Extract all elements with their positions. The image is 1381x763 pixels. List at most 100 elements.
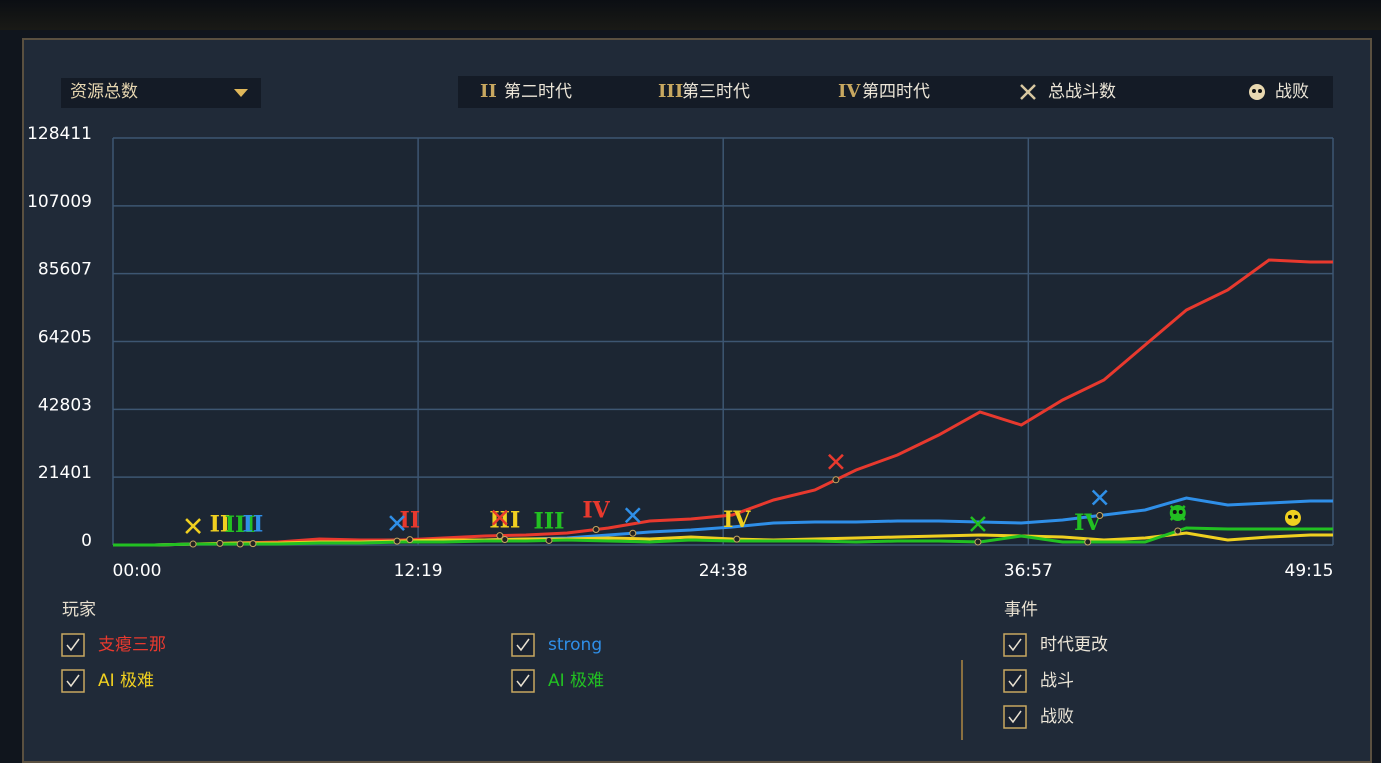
legend-label: 第二时代 [504, 82, 572, 102]
events-title: 事件 [1004, 600, 1038, 620]
event-dot [733, 535, 741, 543]
dropdown-arrow [234, 89, 248, 97]
event-dot [545, 536, 553, 544]
event-checkbox[interactable] [1003, 705, 1027, 729]
player-checkbox[interactable] [61, 669, 85, 693]
event-dot [1096, 512, 1104, 520]
sword [624, 507, 641, 524]
series-line [113, 258, 1333, 547]
event-dot [406, 536, 414, 544]
legend-symbol: III [658, 81, 683, 102]
check-mark [1008, 710, 1022, 724]
battle-marker [828, 453, 844, 470]
age-marker: IV [582, 498, 610, 524]
y-tick-label: 64205 [38, 328, 92, 348]
legend-label: 战败 [1275, 82, 1309, 102]
sword [185, 518, 201, 534]
battle-marker [491, 509, 508, 526]
skull-eye [1178, 509, 1183, 514]
age-marker: III [534, 508, 565, 534]
event-checkbox[interactable] [1003, 669, 1027, 693]
check-mark [1008, 674, 1022, 688]
skull [1169, 504, 1186, 521]
event-dot [592, 526, 600, 534]
legend-label: 第三时代 [682, 82, 750, 102]
legend-entry: AI 极难 [548, 671, 604, 691]
x-tick-label: 49:15 [1285, 561, 1334, 581]
defeat-marker [1284, 509, 1301, 526]
event-checkbox[interactable] [1003, 633, 1027, 657]
legend-entry: AI 极难 [98, 671, 154, 691]
age-marker: III [225, 512, 256, 538]
event-dot [1084, 538, 1092, 546]
skull-eye [1172, 509, 1177, 514]
y-tick-label: 128411 [27, 124, 92, 144]
event-dot [1174, 527, 1182, 535]
skull-eye [1258, 89, 1262, 93]
check-mark [516, 674, 530, 688]
event-dot [216, 539, 224, 547]
legend-label: 总战斗数 [1048, 82, 1116, 102]
battle-marker [1091, 489, 1108, 506]
defeat-marker [1169, 504, 1186, 521]
x-tick-label: 36:57 [1004, 561, 1053, 581]
event-entry: 时代更改 [1040, 635, 1108, 655]
sword [491, 509, 508, 526]
player-checkbox[interactable] [511, 669, 535, 693]
event-dot [629, 529, 637, 537]
legend-entry: strong [548, 635, 602, 655]
legend-title: 玩家 [62, 600, 96, 620]
skull [1284, 509, 1301, 526]
y-tick-label: 21401 [38, 463, 92, 483]
check-mark [516, 638, 530, 652]
check-mark [66, 638, 80, 652]
y-tick-label: 85607 [38, 260, 92, 280]
x-tick-label: 12:19 [394, 561, 443, 581]
skull-eye [1287, 514, 1292, 519]
sword [1020, 84, 1036, 100]
event-dot [501, 536, 509, 544]
skull-eye [1252, 89, 1256, 93]
event-dot [974, 538, 982, 546]
event-dot [832, 476, 840, 484]
x-tick-label: 00:00 [113, 561, 162, 581]
battle-marker [185, 518, 201, 534]
skull [1249, 84, 1265, 100]
age-marker: II [400, 508, 421, 534]
battle-marker [624, 507, 641, 524]
event-dot [496, 532, 504, 540]
check-mark [66, 674, 80, 688]
event-dot [249, 540, 257, 548]
legend-icon [1020, 84, 1036, 100]
legend-label: 第四时代 [862, 82, 930, 102]
event-entry: 战斗 [1040, 671, 1074, 691]
player-checkbox[interactable] [511, 633, 535, 657]
sword [389, 515, 405, 532]
legend-icon [1249, 84, 1265, 100]
y-tick-label: 0 [81, 531, 92, 551]
check-mark [1008, 638, 1022, 652]
x-tick-label: 24:38 [699, 561, 748, 581]
age-marker: II [210, 511, 231, 537]
y-tick-label: 107009 [27, 192, 92, 212]
event-legend [458, 76, 1333, 108]
age-marker: IV [723, 507, 751, 533]
player-checkbox[interactable] [61, 633, 85, 657]
series-line [113, 526, 1333, 547]
legend-symbol: IV [838, 81, 861, 102]
dropdown-label: 资源总数 [70, 82, 138, 102]
skull-eye [1293, 514, 1298, 519]
y-tick-label: 42803 [38, 395, 92, 415]
age-marker: II [243, 512, 264, 538]
event-dot [393, 537, 401, 545]
dropdown[interactable] [61, 78, 261, 108]
sword [828, 453, 844, 470]
event-dot [189, 540, 197, 548]
sword [970, 516, 986, 532]
legend-symbol: II [480, 81, 497, 102]
legend-entry: 支瘪三那 [98, 635, 166, 655]
header-bar [0, 0, 1381, 30]
battle-marker [389, 515, 405, 532]
